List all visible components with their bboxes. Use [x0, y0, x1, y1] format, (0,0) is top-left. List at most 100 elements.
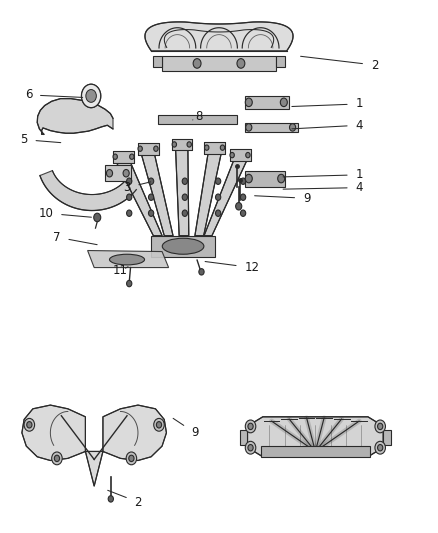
Circle shape	[127, 178, 132, 184]
Text: 11: 11	[113, 264, 128, 277]
Text: 1: 1	[292, 98, 363, 110]
Text: 1: 1	[283, 168, 363, 181]
Polygon shape	[204, 142, 225, 154]
Polygon shape	[247, 417, 383, 457]
Circle shape	[148, 194, 154, 200]
Polygon shape	[162, 56, 276, 71]
Polygon shape	[172, 139, 192, 150]
Circle shape	[215, 178, 221, 184]
Text: 8: 8	[193, 110, 203, 123]
Circle shape	[123, 169, 129, 177]
Circle shape	[245, 420, 256, 433]
Polygon shape	[141, 155, 173, 236]
Circle shape	[86, 90, 96, 102]
Text: 4: 4	[283, 181, 363, 194]
Circle shape	[215, 210, 221, 216]
Text: 10: 10	[39, 207, 92, 220]
Text: 2: 2	[300, 56, 378, 71]
Circle shape	[375, 420, 385, 433]
Circle shape	[240, 194, 246, 200]
Circle shape	[148, 178, 154, 184]
Circle shape	[237, 59, 245, 68]
Circle shape	[245, 441, 256, 454]
Text: 3: 3	[124, 181, 151, 194]
Circle shape	[129, 455, 134, 462]
Text: 6: 6	[25, 88, 83, 101]
Polygon shape	[113, 151, 134, 163]
Circle shape	[182, 194, 187, 200]
Circle shape	[245, 174, 252, 183]
Circle shape	[278, 174, 285, 183]
Circle shape	[182, 210, 187, 216]
Polygon shape	[37, 99, 113, 134]
Circle shape	[246, 124, 252, 131]
Circle shape	[106, 169, 113, 177]
Circle shape	[245, 98, 252, 107]
Polygon shape	[145, 22, 293, 51]
Circle shape	[220, 145, 225, 150]
Circle shape	[81, 84, 101, 108]
Polygon shape	[117, 163, 162, 236]
Text: 5: 5	[21, 133, 61, 146]
Circle shape	[193, 59, 201, 68]
Circle shape	[127, 280, 132, 287]
Circle shape	[215, 194, 221, 200]
Circle shape	[182, 178, 187, 184]
Circle shape	[81, 84, 101, 108]
Text: 2: 2	[108, 490, 142, 508]
Polygon shape	[195, 154, 221, 236]
Circle shape	[24, 418, 35, 431]
Circle shape	[248, 423, 253, 430]
Circle shape	[205, 145, 209, 150]
Text: 9: 9	[173, 418, 199, 439]
Polygon shape	[151, 236, 215, 257]
Circle shape	[280, 98, 287, 107]
Circle shape	[199, 269, 204, 275]
Circle shape	[156, 422, 162, 428]
Circle shape	[154, 418, 164, 431]
Circle shape	[130, 154, 134, 159]
Polygon shape	[105, 165, 131, 181]
Text: 9: 9	[254, 192, 311, 205]
Polygon shape	[261, 446, 370, 457]
Circle shape	[378, 423, 383, 430]
Ellipse shape	[110, 254, 145, 265]
Circle shape	[172, 142, 177, 147]
Circle shape	[154, 146, 158, 151]
Text: 4: 4	[292, 119, 363, 132]
Polygon shape	[22, 405, 166, 486]
Ellipse shape	[162, 238, 204, 254]
Polygon shape	[40, 171, 136, 211]
Circle shape	[127, 210, 132, 216]
Circle shape	[54, 455, 60, 462]
Circle shape	[248, 445, 253, 451]
Text: 12: 12	[205, 261, 259, 274]
Circle shape	[127, 194, 132, 200]
Polygon shape	[245, 96, 289, 109]
Polygon shape	[383, 430, 391, 445]
Circle shape	[230, 152, 234, 158]
Text: 7: 7	[53, 231, 97, 245]
Circle shape	[52, 452, 62, 465]
Circle shape	[290, 124, 296, 131]
Polygon shape	[245, 171, 285, 187]
Circle shape	[126, 452, 137, 465]
Circle shape	[113, 154, 117, 159]
Polygon shape	[204, 161, 247, 236]
Polygon shape	[240, 430, 247, 445]
Polygon shape	[176, 150, 189, 236]
Polygon shape	[276, 56, 285, 67]
Circle shape	[94, 213, 101, 222]
Circle shape	[138, 146, 142, 151]
Polygon shape	[230, 149, 251, 161]
Polygon shape	[88, 251, 169, 268]
Circle shape	[240, 210, 246, 216]
Circle shape	[187, 142, 191, 147]
Circle shape	[236, 203, 242, 210]
Circle shape	[246, 152, 250, 158]
Circle shape	[240, 178, 246, 184]
Circle shape	[27, 422, 32, 428]
Circle shape	[375, 441, 385, 454]
Circle shape	[108, 496, 113, 502]
Circle shape	[378, 445, 383, 451]
